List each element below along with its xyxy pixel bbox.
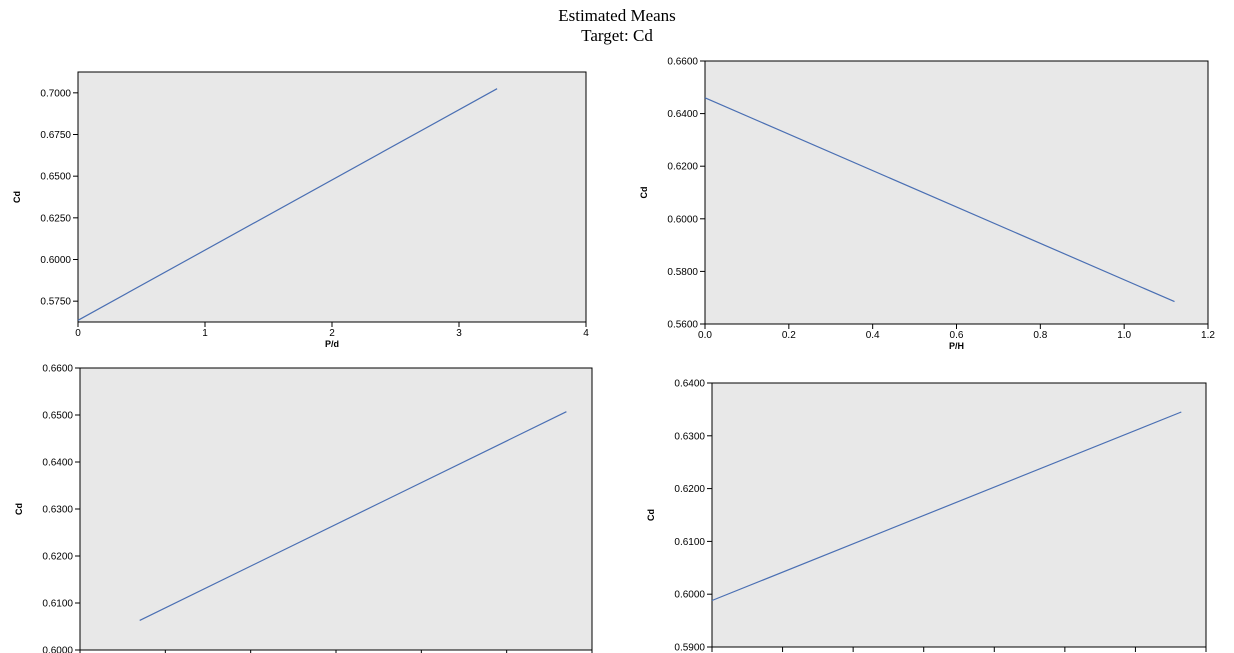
x-tick-label: 1 [202,328,208,339]
y-axis-label: Cd [646,509,656,521]
y-axis-label: Cd [14,503,24,515]
y-tick-label: 0.6400 [674,379,705,390]
y-tick-label: 0.6500 [42,411,73,422]
plot-area [77,71,587,323]
x-tick-label: 0.0 [698,330,712,341]
y-tick-label: 0.6300 [674,431,705,442]
y-tick-label: 0.6400 [42,458,73,469]
y-tick-label: 0.6750 [40,130,71,141]
x-axis-label: P/H [949,341,964,351]
x-tick-label: 1.2 [1201,330,1215,341]
x-axis-label: P/d [325,339,339,349]
chart-hd: 0.6000 0.6100 0.6200 0.6300 0.6400 0.6500 0.66… [14,364,593,653]
x-tick-label: 0.4 [866,330,880,341]
series-line [139,411,567,621]
series-line [711,411,1182,602]
chart-pd: 0.5750 0.6000 0.6250 0.6500 0.6750 0.7000 0 1 2 3… [12,71,589,349]
chart-subtitle: Target: Cd [581,26,653,45]
x-tick-label: 0.8 [1033,330,1047,341]
y-tick-label: 0.6200 [674,484,705,495]
y-tick-label: 0.6100 [674,537,705,548]
y-tick-label: 0.6100 [42,599,73,610]
y-axis-label: Cd [639,187,649,199]
y-tick-label: 0.5800 [667,267,698,278]
y-axis-label: Cd [12,191,22,203]
chart-title: Estimated Means [558,6,676,25]
plot-area [79,367,593,651]
x-tick-label: 4 [583,328,589,339]
series-line [77,88,498,321]
y-tick-label: 0.7000 [40,88,71,99]
x-tick-label: 3 [456,328,462,339]
y-tick-label: 0.6400 [667,109,698,120]
x-tick-label: 0.2 [782,330,796,341]
y-tick-label: 0.5750 [40,297,71,308]
y-tick-label: 0.6600 [42,364,73,375]
y-tick-label: 0.5900 [674,643,705,653]
chart-pw: 0.59000.60000.61000.62000.63000.64000.00… [646,379,1207,653]
y-tick-label: 0.6200 [42,552,73,563]
chart-ph: 0.5600 0.5800 0.6000 0.6200 0.6400 0.6600 0.0 0… [639,57,1215,352]
y-tick-label: 0.6600 [667,57,698,68]
plot-area [704,60,1209,325]
y-tick-label: 0.6250 [40,213,71,224]
y-tick-label: 0.6300 [42,505,73,516]
y-tick-label: 0.6000 [42,646,73,653]
y-tick-label: 0.6000 [674,590,705,601]
plot-area [711,382,1207,648]
x-tick-label: 1.0 [1117,330,1131,341]
x-tick-label: 2 [329,328,335,339]
series-line [704,97,1175,303]
y-tick-label: 0.6200 [667,162,698,173]
y-tick-label: 0.6000 [667,214,698,225]
x-tick-label: 0 [75,328,81,339]
y-tick-label: 0.6000 [40,255,71,266]
y-tick-label: 0.5600 [667,320,698,331]
x-tick-label: 0.6 [950,330,964,341]
y-tick-label: 0.6500 [40,172,71,183]
